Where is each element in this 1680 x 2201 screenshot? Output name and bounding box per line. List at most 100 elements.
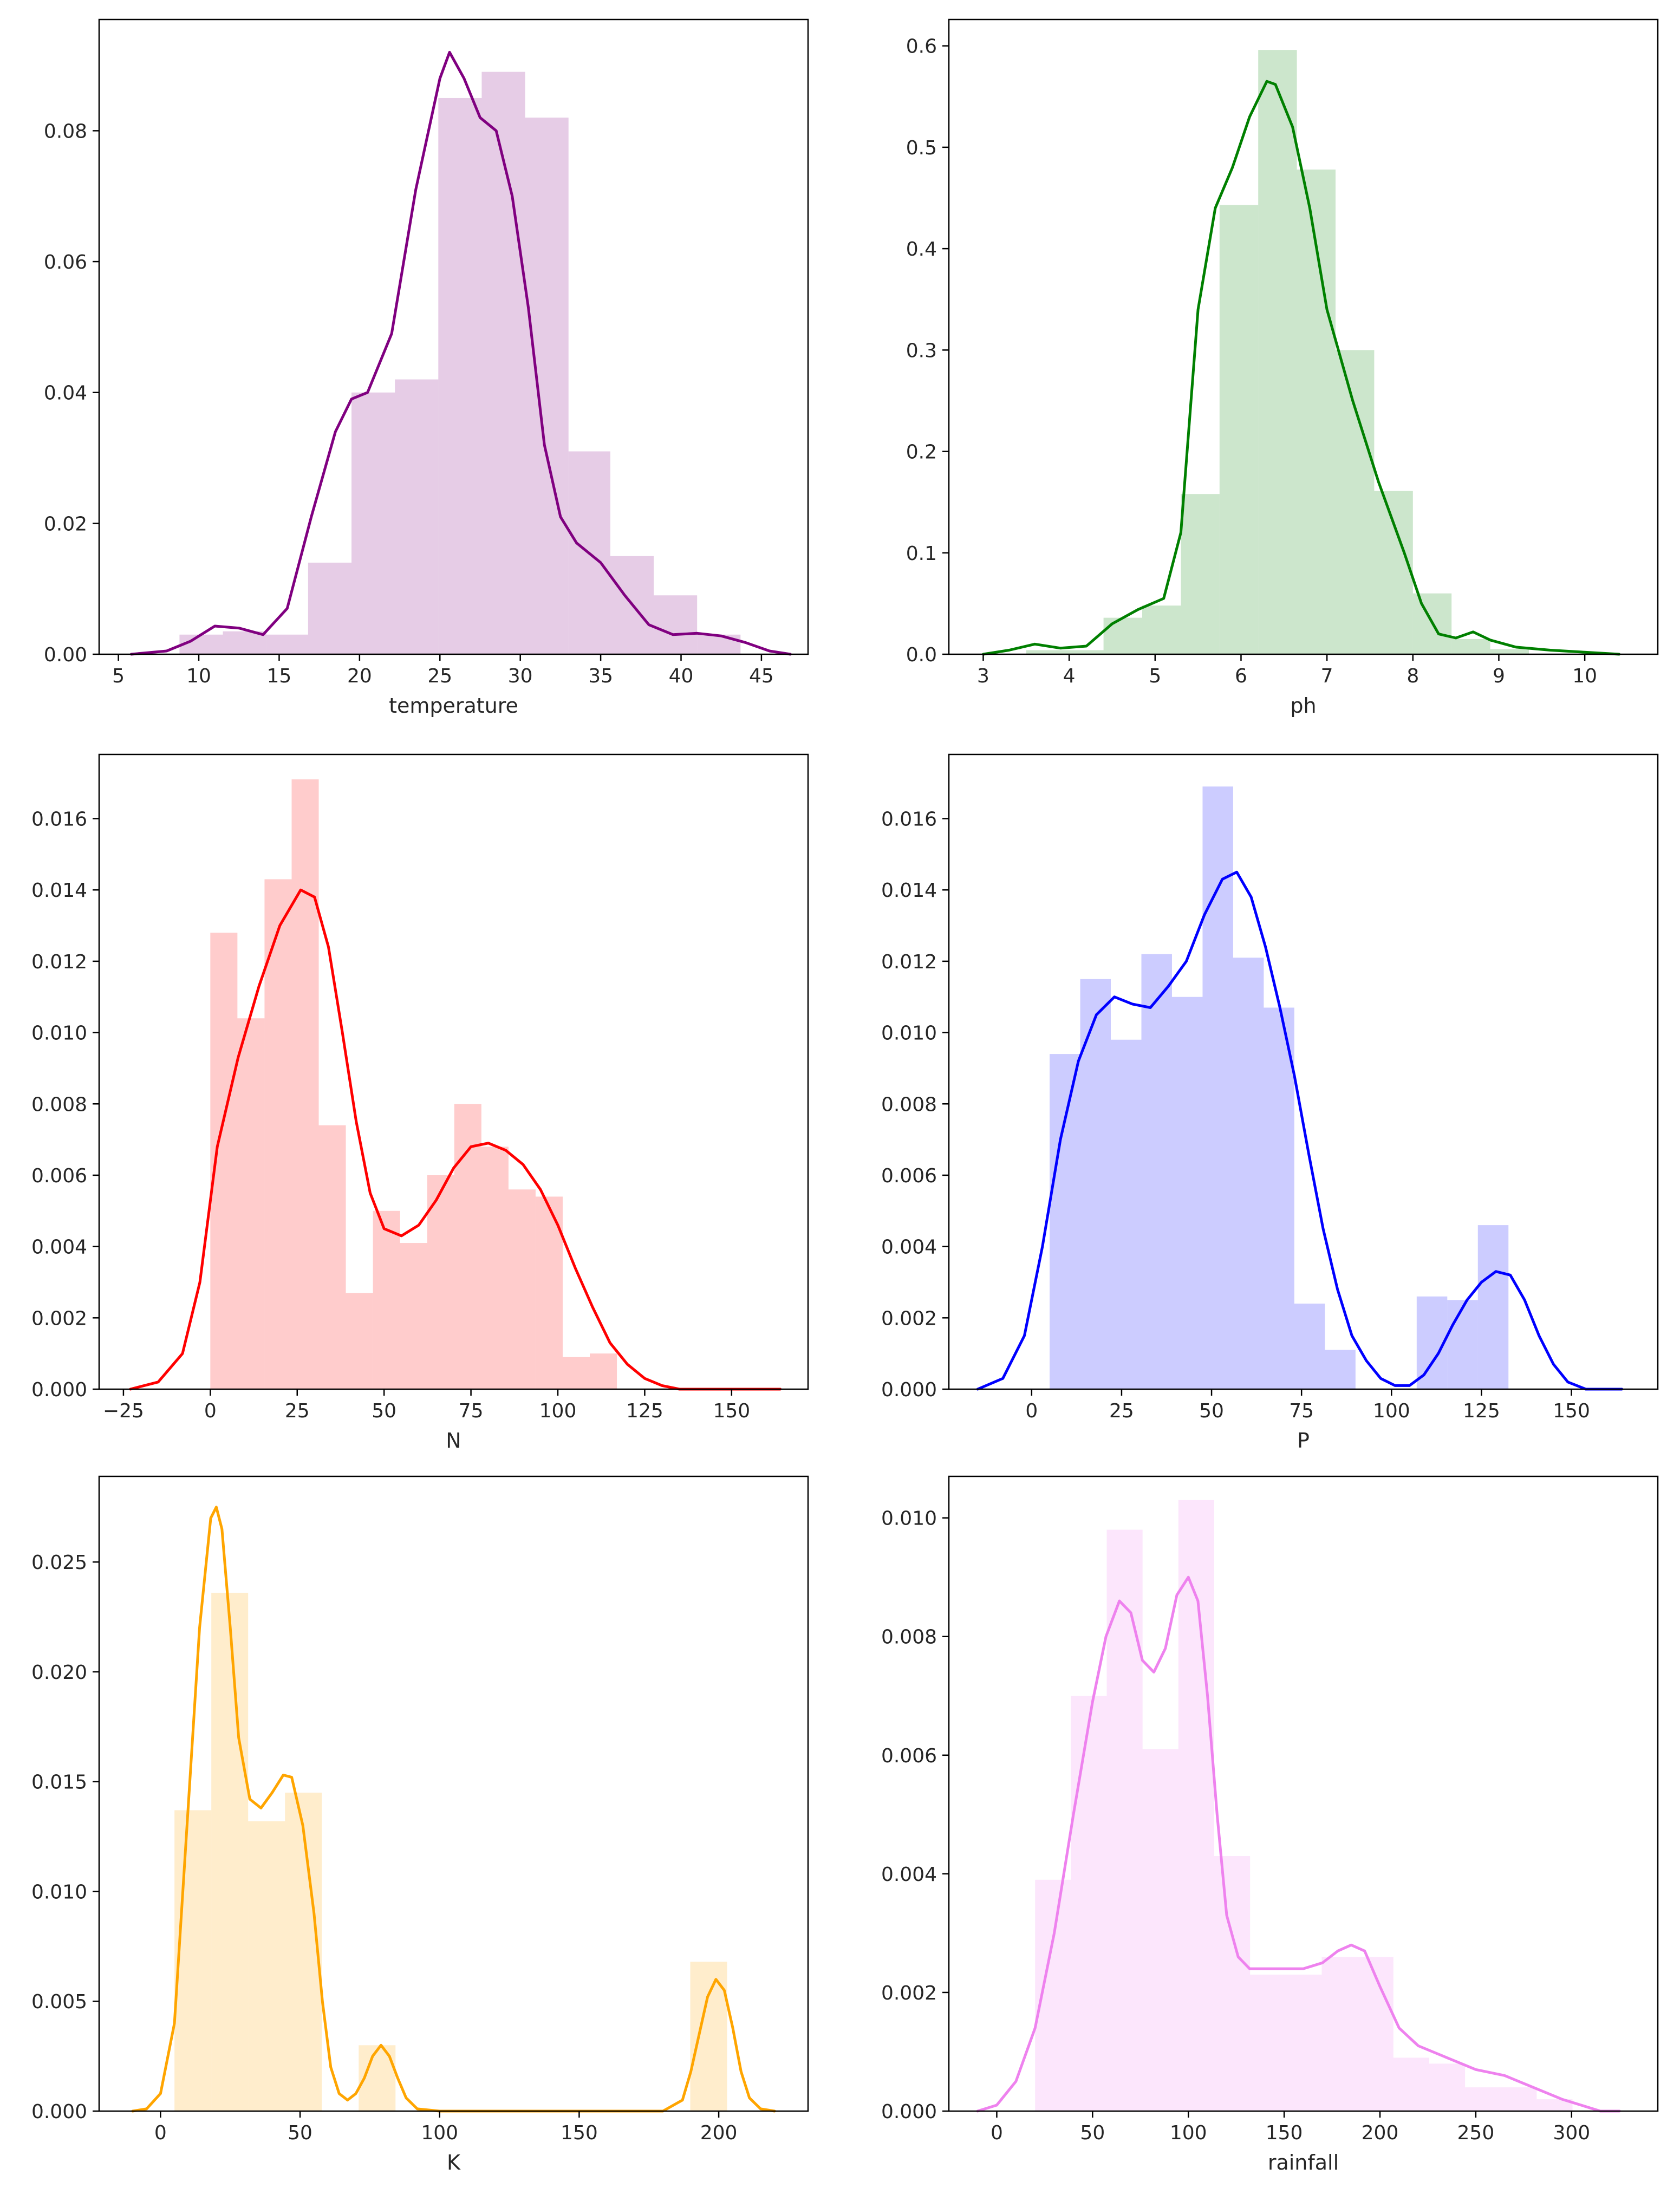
x-tick-label: 75: [459, 1400, 484, 1422]
hist-bar-ph-6: [1258, 50, 1297, 654]
y-tick-label: 0.000: [881, 2101, 937, 2123]
hist-bar-rainfall-5: [1214, 1856, 1251, 2111]
y-tick-label: 0.016: [31, 809, 87, 831]
kde-line-P: [976, 870, 1624, 1391]
x-tick-label: 200: [1362, 2122, 1399, 2144]
plot-frame-P: [948, 753, 1659, 1390]
x-tick-label: −25: [103, 1400, 144, 1422]
y-tick-label: 0.010: [881, 1023, 937, 1045]
y-tick-label: 0.004: [881, 1864, 937, 1886]
hist-bar-N-13: [562, 1357, 590, 1389]
hist-bar-rainfall-4: [1178, 1500, 1214, 2111]
hist-bar-ph-2: [1103, 617, 1142, 654]
plot-frame-N: [98, 753, 809, 1390]
hist-bar-K-2: [248, 1821, 285, 2111]
x-tick-label: 25: [1109, 1400, 1134, 1422]
y-tick-label: 0.012: [881, 951, 937, 973]
hist-bar-ph-11: [1451, 639, 1490, 654]
x-tick-label: 4: [1063, 665, 1076, 687]
x-tick-label: 7: [1321, 665, 1333, 687]
y-tick-label: 0.6: [906, 36, 937, 58]
y-tick-label: 0.012: [31, 951, 87, 973]
y-tick-label: 0.008: [31, 1093, 87, 1116]
x-tick-label: 50: [372, 1400, 396, 1422]
x-tick-label: 15: [267, 665, 292, 687]
y-tick-label: 0.010: [881, 1508, 937, 1530]
x-tick-label: 200: [700, 2122, 738, 2144]
y-tick-label: 0.008: [881, 1093, 937, 1116]
hist-bar-ph-5: [1219, 205, 1259, 654]
y-tick-label: 0.000: [31, 1379, 87, 1401]
hist-bar-P-8: [1294, 1303, 1325, 1389]
x-axis-label: P: [1297, 1429, 1310, 1453]
plot-frame-ph: [948, 18, 1659, 655]
plot-frame-K: [98, 1475, 809, 2112]
y-tick-label: 0.008: [881, 1626, 937, 1649]
kde-line-K: [131, 1506, 776, 2113]
y-tick-label: 0.014: [881, 880, 937, 902]
chart-panel-N: −25 0 25 50 75 100 125 150 0.000 0.002 0.004 0.006 0…: [31, 753, 809, 1453]
hist-bar-P-7: [1264, 1007, 1294, 1389]
hist-bar-ph-1: [1065, 650, 1104, 654]
hist-bar-ph-9: [1374, 491, 1413, 654]
x-tick-label: 20: [347, 665, 372, 687]
x-axis-label: rainfall: [1268, 2151, 1339, 2174]
x-tick-label: 35: [588, 665, 613, 687]
kde-line-ph: [982, 80, 1621, 656]
hist-bar-P-1: [1080, 979, 1111, 1389]
hist-bar-N-11: [508, 1189, 536, 1389]
kde-line-temperature: [129, 50, 792, 656]
hist-bar-rainfall-7: [1286, 1975, 1322, 2111]
hist-bar-temperature-8: [525, 118, 569, 654]
x-tick-label: 50: [1080, 2122, 1105, 2144]
x-tick-label: 0: [204, 1400, 217, 1422]
x-tick-label: 9: [1493, 665, 1505, 687]
kde-line-rainfall: [976, 1575, 1621, 2113]
x-tick-label: 6: [1235, 665, 1247, 687]
chart-panel-P: 0 25 50 75 100 125 150 0.000 0.002 0.004 0.006 0.00…: [881, 753, 1659, 1453]
plot-frame-rainfall: [948, 1475, 1659, 2112]
hist-bar-K-14: [690, 1962, 727, 2111]
y-tick-label: 0.025: [31, 1552, 87, 1574]
y-tick-label: 0.0: [906, 644, 937, 666]
y-tick-label: 0.004: [881, 1236, 937, 1259]
x-axis-label: temperature: [389, 694, 518, 718]
hist-bar-rainfall-11: [1429, 2063, 1466, 2111]
x-axis-label: N: [446, 1429, 461, 1453]
x-tick-label: 250: [1457, 2122, 1495, 2144]
x-tick-label: 25: [427, 665, 452, 687]
x-tick-label: 25: [285, 1400, 310, 1422]
x-tick-label: 50: [1199, 1400, 1224, 1422]
chart-panel-temperature: 5 10 15 20 25 30 35 40 45 0.00 0.02 0.04 0.06 0.08 tem…: [44, 18, 809, 718]
hist-bar-ph-12: [1490, 649, 1529, 654]
hist-bar-rainfall-8: [1321, 1957, 1358, 2111]
y-tick-label: 0.4: [906, 238, 937, 261]
y-tick-label: 0.3: [906, 340, 937, 362]
hist-bar-N-1: [237, 1018, 265, 1389]
hist-bar-rainfall-10: [1393, 2057, 1429, 2111]
x-tick-label: 5: [1149, 665, 1161, 687]
hist-bar-N-3: [291, 779, 319, 1389]
y-tick-label: 0.006: [31, 1165, 87, 1187]
x-tick-label: 10: [1572, 665, 1597, 687]
x-tick-label: 50: [288, 2122, 312, 2144]
x-tick-label: 40: [669, 665, 694, 687]
x-tick-label: 150: [713, 1400, 750, 1422]
hist-bar-N-4: [318, 1125, 346, 1389]
x-tick-label: 75: [1289, 1400, 1314, 1422]
x-tick-label: 0: [1025, 1400, 1038, 1422]
y-tick-label: 0.020: [31, 1662, 87, 1684]
kde-line-N: [129, 888, 782, 1391]
hist-bar-P-3: [1141, 954, 1172, 1389]
hist-bar-temperature-1: [223, 631, 266, 654]
y-tick-label: 0.006: [881, 1165, 937, 1187]
hist-bar-K-3: [285, 1792, 322, 2111]
hist-bar-ph-0: [1026, 650, 1065, 654]
y-tick-label: 0.010: [31, 1881, 87, 1903]
y-tick-label: 0.006: [881, 1745, 937, 1767]
y-tick-label: 0.00: [44, 644, 87, 666]
hist-bar-temperature-6: [438, 97, 482, 654]
hist-bar-temperature-12: [697, 634, 741, 654]
hist-bar-temperature-5: [395, 379, 439, 654]
hist-bar-temperature-7: [481, 71, 525, 654]
